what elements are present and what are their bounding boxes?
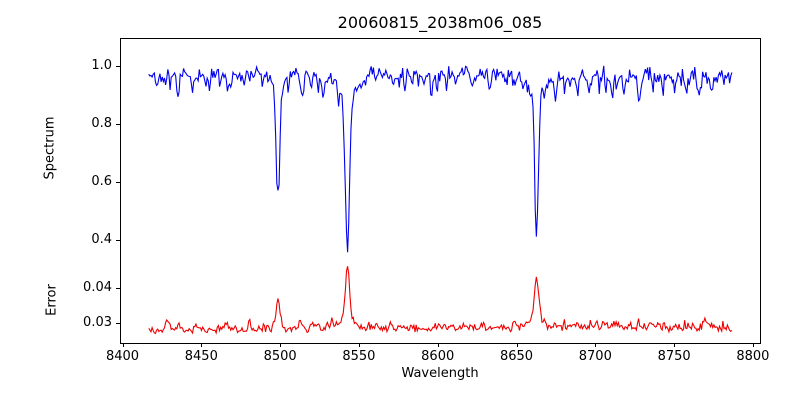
y-tick-mark (116, 288, 120, 290)
x-tick-mark (752, 343, 754, 347)
x-tick-mark (122, 343, 124, 347)
y-tick-label: 1.0 (91, 57, 112, 73)
spectrum-line (148, 64, 733, 253)
chart-title: 20060815_2038m06_085 (337, 13, 543, 32)
y-tick-label: 0.8 (91, 115, 112, 131)
y-tick-label: 0.04 (83, 280, 112, 296)
y-axis-label-spectrum: Spectrum (42, 116, 58, 180)
y-axis-label-error: Error (44, 284, 60, 316)
x-tick-label: 8600 (421, 349, 455, 364)
y-tick-mark (116, 123, 120, 125)
x-tick-mark (358, 343, 360, 347)
x-tick-label: 8650 (499, 349, 534, 364)
x-tick-mark (280, 343, 282, 347)
y-tick-mark (116, 65, 120, 67)
error-plot-area (148, 266, 733, 335)
x-tick-mark (516, 343, 518, 347)
y-tick-mark (116, 181, 120, 183)
x-tick-label: 8550 (342, 349, 376, 364)
y-tick-mark (116, 323, 120, 325)
x-tick-mark (201, 343, 203, 347)
x-tick-label: 8400 (105, 349, 140, 364)
y-tick-mark (116, 239, 120, 241)
y-tick-label: 0.03 (83, 315, 112, 331)
error-line (148, 266, 733, 335)
y-tick-label: 0.4 (91, 231, 112, 247)
x-tick-label: 8450 (184, 349, 218, 364)
x-tick-mark (437, 343, 439, 347)
x-tick-label: 8700 (578, 349, 612, 364)
x-tick-label: 8800 (736, 349, 770, 364)
x-tick-mark (595, 343, 597, 347)
error-panel (120, 258, 761, 344)
x-tick-label: 8750 (657, 349, 691, 364)
x-tick-label: 8500 (263, 349, 297, 364)
spectrum-plot-area (148, 64, 733, 253)
x-tick-mark (674, 343, 676, 347)
y-tick-label: 0.6 (91, 173, 112, 189)
x-axis-label: Wavelength (401, 366, 479, 381)
